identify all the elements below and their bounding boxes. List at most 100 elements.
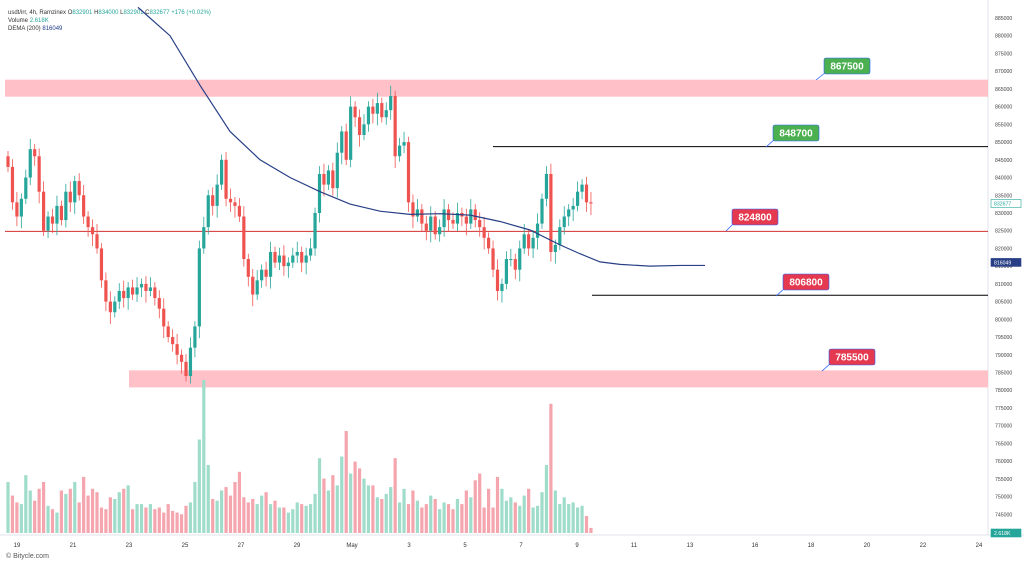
candle-body	[162, 308, 166, 327]
volume-bar	[513, 502, 517, 533]
time-tick-label: 22	[920, 543, 927, 549]
volume-bar	[50, 509, 55, 533]
candle-body	[166, 326, 170, 338]
price-tick-label: 780000	[995, 388, 1012, 394]
volume-bar	[246, 502, 250, 533]
time-tick-label: 13	[687, 543, 694, 549]
volume-bar	[438, 509, 442, 533]
candle-body	[202, 227, 206, 249]
candle-body	[233, 202, 237, 206]
time-tick-label: 9	[575, 543, 579, 549]
candle-body	[246, 259, 250, 277]
price-tick-label: 835000	[995, 193, 1012, 199]
candle-body	[117, 290, 121, 302]
volume-bar	[117, 492, 121, 533]
volume-bar	[380, 499, 384, 533]
time-tick-label: 18	[808, 543, 815, 549]
candle-body	[522, 234, 526, 249]
price-tick-label: 760000	[995, 459, 1012, 465]
candle-body	[406, 142, 411, 203]
volume-bar	[357, 468, 362, 533]
candle-body	[206, 195, 210, 228]
candle-body	[478, 220, 482, 228]
volume-bar	[429, 495, 433, 533]
volume-bar	[371, 485, 375, 533]
volume-bar	[433, 499, 437, 533]
volume-bar	[33, 500, 37, 533]
time-tick-label: 24	[976, 543, 983, 549]
low-label: L	[120, 10, 124, 16]
price-tick-label: 845000	[995, 158, 1012, 164]
candle-body	[340, 131, 344, 153]
candle-body	[64, 191, 68, 221]
dema-line	[137, 6, 705, 267]
low-value: 832901	[123, 10, 144, 16]
candle-body	[55, 205, 59, 224]
time-tick-label: 27	[238, 543, 245, 549]
price-tick-label: 865000	[995, 87, 1012, 93]
candle-body	[455, 212, 460, 224]
candle-body	[384, 110, 388, 118]
candle-body	[188, 347, 193, 377]
volume-bar	[73, 482, 77, 533]
high-value: 834000	[98, 10, 119, 16]
candle-body	[251, 276, 255, 295]
volume-bar	[317, 458, 322, 533]
volume-bar	[255, 504, 259, 533]
volume-bar	[268, 504, 273, 533]
price-tick-label: 810000	[995, 282, 1012, 288]
volume-bar	[82, 476, 86, 533]
candle-body	[77, 181, 81, 196]
candle-body	[104, 280, 108, 302]
candle-body	[171, 337, 175, 345]
volume-bar	[531, 507, 535, 533]
candle-body	[362, 124, 366, 135]
open-value: 832901	[72, 10, 93, 16]
candle-body	[179, 354, 184, 362]
candle-body	[148, 287, 152, 291]
price-tick-label: 805000	[995, 300, 1012, 306]
candle-body	[59, 205, 63, 221]
candle-body	[429, 216, 433, 231]
volume-bar	[193, 482, 197, 533]
candle-body	[309, 248, 313, 256]
volume-bar	[362, 478, 366, 533]
candle-body	[411, 202, 415, 217]
price-axis-tag-label: 816049	[994, 260, 1011, 266]
time-tick-label: 3	[407, 543, 411, 549]
volume-bar	[509, 497, 513, 533]
price-tick-label: 795000	[995, 335, 1012, 341]
time-tick-label: 25	[182, 543, 189, 549]
candle-body	[131, 287, 135, 295]
volume-label: Volume	[8, 18, 29, 24]
volume-bar	[162, 512, 166, 533]
volume-bar	[55, 512, 59, 533]
volume-bar	[500, 488, 504, 533]
time-tick-label: 11	[631, 543, 638, 549]
volume-bar	[122, 488, 126, 533]
candle-body	[24, 177, 28, 199]
volume-bar	[495, 476, 500, 533]
volume-bar	[451, 509, 455, 533]
candle-body	[215, 184, 219, 206]
candle-body	[584, 184, 589, 203]
dema-legend: DEMA (200) 816049	[8, 25, 62, 33]
volume-bar	[375, 497, 379, 533]
candle-body	[518, 248, 522, 270]
candle-body	[509, 259, 513, 261]
volume-bar	[402, 488, 406, 533]
volume-bar	[487, 488, 491, 533]
volume-bar	[224, 487, 228, 533]
attribution: © Bitycle.com	[6, 553, 49, 560]
candle-body	[322, 173, 326, 185]
time-tick-label: 21	[70, 543, 77, 549]
volume-bar	[522, 495, 526, 533]
volume-bar	[460, 504, 464, 533]
volume-bar	[349, 473, 353, 533]
callout-tag	[782, 273, 830, 291]
volume-bar	[184, 505, 188, 533]
price-tick-label: 875000	[995, 51, 1012, 57]
volume-bar	[171, 510, 175, 533]
candle-body	[90, 227, 95, 235]
